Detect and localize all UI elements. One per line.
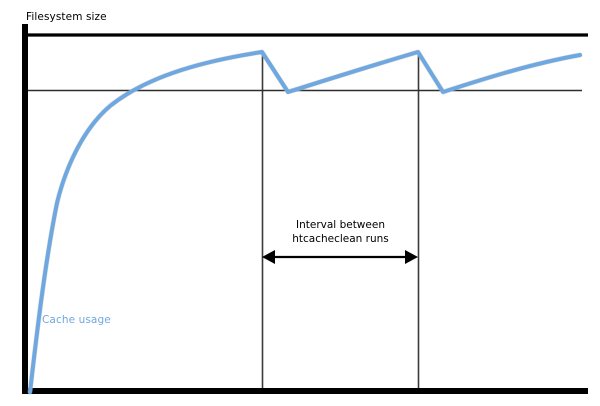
interval-annotation: Interval between htcacheclean runs — [262, 218, 419, 246]
cache-usage-label: Cache usage — [42, 314, 111, 326]
interval-annotation-line-1: Interval between — [296, 219, 385, 231]
interval-annotation-line-2: htcacheclean runs — [292, 233, 389, 245]
interval-arrow-head-left — [262, 250, 275, 264]
filesystem-size-label: Filesystem size — [26, 11, 107, 23]
cache-usage-curve — [28, 50, 582, 394]
interval-arrow-head-right — [405, 250, 418, 264]
interval-arrow — [262, 250, 418, 264]
